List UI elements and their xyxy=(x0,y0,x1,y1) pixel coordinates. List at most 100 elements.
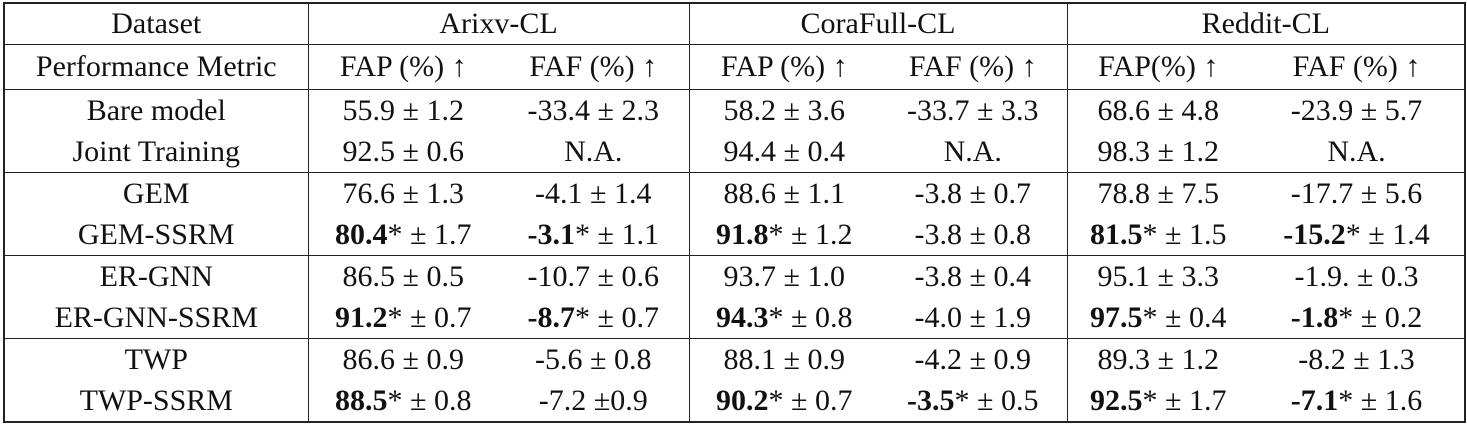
std-dev: ± 0.5 xyxy=(969,384,1039,417)
metric-value: N.A. xyxy=(564,135,623,168)
metric-value: -7.1 xyxy=(1290,384,1339,417)
metric-value: -23.9 xyxy=(1290,94,1354,127)
method-name: GEM-SSRM xyxy=(4,214,308,256)
metric-cell: -4.0 ± 1.9 xyxy=(879,297,1068,339)
metric-label: Performance Metric xyxy=(4,44,308,90)
metric-cell: -4.1 ± 1.4 xyxy=(498,173,689,215)
metric-cell: 98.3 ± 1.2 xyxy=(1066,131,1250,173)
metric-value: -1.9. xyxy=(1294,260,1350,293)
std-dev: ± 0.6 xyxy=(395,135,464,168)
significance-marker: * xyxy=(1142,218,1158,251)
metric-value: -8.2 xyxy=(1298,343,1346,376)
metric-value: -3.5 xyxy=(907,384,955,417)
dataset-label: Dataset xyxy=(4,3,308,45)
std-dev: ± 1.1 xyxy=(590,218,659,251)
metric-header: FAP (%) ↑ xyxy=(307,44,498,90)
metric-cell: -3.5* ± 0.5 xyxy=(879,380,1068,423)
table-row: TWP-SSRM 88.5* ± 0.8 -7.2 ±0.9 90.2* ± 0.7-… xyxy=(4,380,1466,423)
metric-value: -4.1 xyxy=(535,177,583,210)
metric-cell: 88.6 ± 1.1 xyxy=(688,172,880,214)
results-table: Dataset Arixv-CL CoraFull-CL Reddit-CL P… xyxy=(3,2,1467,423)
std-dev: ± 0.9 xyxy=(395,343,464,376)
metric-value: 98.3 xyxy=(1097,135,1151,168)
metric-header: FAF (%) ↑ xyxy=(1249,44,1466,90)
std-dev: ± 4.8 xyxy=(1150,94,1219,127)
metric-cell: 81.5* ± 1.5 xyxy=(1066,214,1250,256)
significance-marker: * xyxy=(575,301,591,334)
metric-value: N.A. xyxy=(1327,135,1386,168)
metric-cell: 89.3 ± 1.2 xyxy=(1066,338,1250,380)
std-dev: ± 1.2 xyxy=(395,94,464,127)
table-row: GEM-SSRM 80.4* ± 1.7 -3.1* ± 1.1 91.8* ± 1.… xyxy=(4,214,1466,256)
metric-cell: N.A. xyxy=(1249,131,1466,173)
std-dev: ± 0.4 xyxy=(1157,301,1227,334)
table-row: ER-GNN-SSRM 91.2* ± 0.7 -8.7* ± 0.7 94.3* ±… xyxy=(4,297,1466,339)
metric-header: FAP (%) ↑ xyxy=(688,44,880,90)
std-dev: ± 1.5 xyxy=(1157,218,1227,251)
metric-cell: -10.7 ± 0.6 xyxy=(498,256,689,298)
dataset-arxiv: Arixv-CL xyxy=(307,3,690,45)
table-row: GEM 76.6 ± 1.3 -4.1 ± 1.4 88.6 ± 1.1 -3.8 ± … xyxy=(4,172,1465,215)
metric-cell: 88.5* ± 0.8 xyxy=(307,380,498,423)
metric-header-row: Performance Metric FAP (%) ↑ FAF (%) ↑ F… xyxy=(4,44,1466,90)
std-dev: ± 1.4 xyxy=(582,177,652,210)
metric-value: 58.2 xyxy=(723,94,777,127)
metric-cell: -3.8 ± 0.4 xyxy=(879,256,1067,298)
metric-header: FAF (%) ↑ xyxy=(498,44,690,90)
std-dev: ± 0.6 xyxy=(590,260,659,293)
metric-cell: N.A. xyxy=(498,131,690,173)
method-name: Bare model xyxy=(86,94,226,127)
metric-value: -17.7 xyxy=(1290,177,1354,210)
metric-cell: -3.8 ± 0.8 xyxy=(879,214,1068,256)
std-dev: ± 0.9 xyxy=(776,343,845,376)
std-dev: ± 0.7 xyxy=(962,177,1031,210)
metric-value: 94.4 xyxy=(723,135,777,168)
metric-value: 91.2 xyxy=(335,301,388,334)
std-dev: ± 0.7 xyxy=(590,301,659,334)
std-dev: ± 0.4 xyxy=(776,135,845,168)
significance-marker: * xyxy=(387,384,403,417)
metric-value: -1.8 xyxy=(1290,301,1339,334)
dataset-reddit: Reddit-CL xyxy=(1066,3,1466,45)
metric-cell: -7.2 ±0.9 xyxy=(498,380,690,423)
std-dev: ± 5.7 xyxy=(1353,94,1423,127)
metric-cell: -4.2 ± 0.9 xyxy=(879,339,1067,381)
metric-value: -10.7 xyxy=(527,260,591,293)
std-dev: ± 0.5 xyxy=(395,260,464,293)
dataset-corafull: CoraFull-CL xyxy=(688,3,1068,45)
method-name: ER-GNN-SSRM xyxy=(4,297,308,339)
metric-value: -8.7 xyxy=(527,301,576,334)
metric-value: 92.5 xyxy=(1090,384,1143,417)
std-dev: ± 1.7 xyxy=(1157,384,1227,417)
metric-cell: 55.9 ± 1.2 xyxy=(307,89,498,131)
metric-value: -33.4 xyxy=(527,94,591,127)
method-name: GEM xyxy=(122,177,190,210)
metric-cell: 80.4* ± 1.7 xyxy=(307,214,498,256)
table-row: Joint Training 92.5 ± 0.6 N.A. 94.4 ± 0.4 N.… xyxy=(4,131,1466,173)
metric-cell: 90.2* ± 0.7 xyxy=(688,380,880,423)
metric-value: 55.9 xyxy=(342,94,396,127)
std-dev: ± 0.4 xyxy=(962,260,1031,293)
metric-value: -7.2 xyxy=(538,384,587,417)
metric-cell: 91.8* ± 1.2 xyxy=(688,214,880,256)
std-dev: ± 0.8 xyxy=(783,301,853,334)
metric-value: 89.3 xyxy=(1097,343,1151,376)
metric-value: 81.5 xyxy=(1090,218,1143,251)
method-name: Joint Training xyxy=(4,131,308,173)
significance-marker: * xyxy=(387,301,403,334)
std-dev: ± 2.3 xyxy=(590,94,659,127)
significance-marker: * xyxy=(387,218,403,251)
metric-cell: -3.1* ± 1.1 xyxy=(498,214,690,256)
metric-value: -3.8 xyxy=(914,218,963,251)
metric-cell: -33.4 ± 2.3 xyxy=(498,90,689,132)
metric-cell: -1.9. ± 0.3 xyxy=(1249,256,1465,298)
metric-value: 86.6 xyxy=(342,343,396,376)
std-dev: ± 1.2 xyxy=(783,218,853,251)
metric-cell: -17.7 ± 5.6 xyxy=(1249,173,1465,215)
std-dev: ± 1.0 xyxy=(776,260,845,293)
metric-value: -3.8 xyxy=(914,260,963,293)
std-dev: ± 3.3 xyxy=(1150,260,1219,293)
metric-value: 97.5 xyxy=(1090,301,1143,334)
metric-value: -3.1 xyxy=(527,218,576,251)
metric-cell: 94.3* ± 0.8 xyxy=(688,297,880,339)
